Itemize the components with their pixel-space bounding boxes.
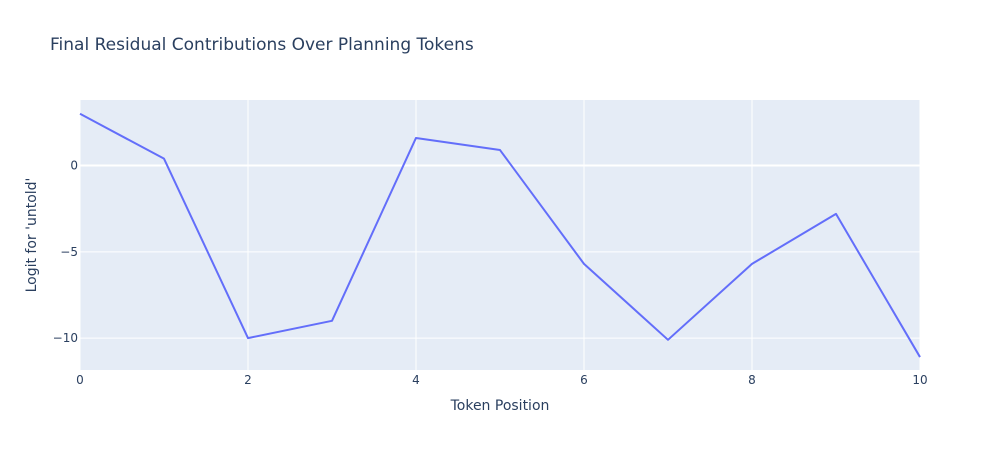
series-line <box>79 112 921 358</box>
y-axis-ticks: −10 −5 0 <box>53 159 78 346</box>
y-tick-label: 0 <box>70 159 78 173</box>
x-tick-label: 4 <box>412 373 420 387</box>
x-tick-label: 2 <box>244 373 252 387</box>
x-tick-label: 6 <box>580 373 588 387</box>
series-group <box>79 112 921 358</box>
x-tick-label: 10 <box>912 373 927 387</box>
y-tick-label: −5 <box>60 245 78 259</box>
y-axis-title: Logit for 'untold' <box>24 178 40 293</box>
y-tick-label: −10 <box>53 331 78 345</box>
grid <box>79 100 921 370</box>
chart-title: Final Residual Contributions Over Planni… <box>50 35 474 55</box>
x-tick-label: 8 <box>748 373 756 387</box>
x-axis-title: Token Position <box>450 398 550 414</box>
x-tick-label: 0 <box>76 373 84 387</box>
x-axis-ticks: 0 2 4 6 8 10 <box>76 373 927 387</box>
plot-area <box>80 100 920 370</box>
